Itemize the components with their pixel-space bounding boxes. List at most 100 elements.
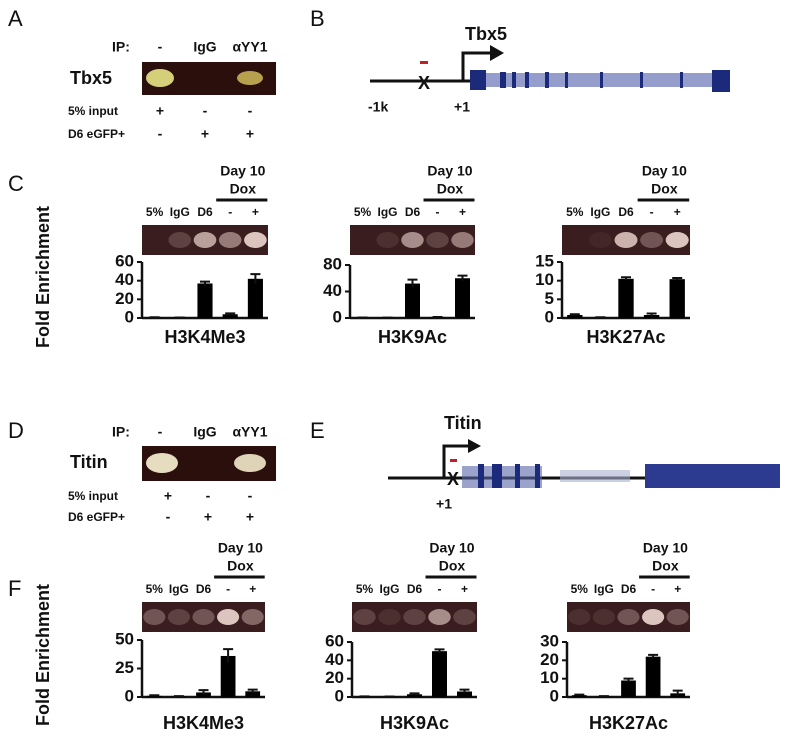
y-tick-label: 30 (540, 631, 559, 650)
site-label: X (418, 73, 430, 93)
group-label: Day 10 (220, 163, 265, 179)
x-tick-label: IgG (378, 205, 398, 219)
lane-label: - (158, 39, 163, 55)
x-tick-label: IgG (594, 582, 614, 596)
panel-label: D (8, 418, 24, 443)
panel-label: E (310, 418, 325, 443)
y-tick-label: 40 (323, 281, 342, 300)
x-tick-label: + (461, 582, 468, 596)
chart-title: H3K9Ac (380, 713, 449, 733)
error-bar (459, 688, 470, 694)
gene-label: Titin (70, 452, 108, 472)
gel-band (353, 609, 376, 625)
lane-label: - (158, 424, 163, 440)
x-tick-label: 5% (146, 582, 164, 596)
group-label: Day 10 (218, 540, 263, 556)
y-tick-label: 20 (540, 650, 559, 669)
gel-band (614, 232, 638, 248)
bar (645, 656, 661, 697)
row-label: D6 eGFP+ (68, 127, 125, 141)
group-label: Dox (230, 181, 257, 197)
bar (567, 315, 583, 318)
x-tick-label: + (252, 205, 259, 219)
y-tick-label: 0 (125, 686, 134, 705)
tss-label: +1 (454, 99, 470, 115)
error-bar (598, 695, 609, 698)
lane-label: IgG (193, 424, 216, 440)
x-tick-label: D6 (197, 205, 213, 219)
gel-band (666, 609, 689, 625)
y-tick-label: 10 (535, 270, 554, 289)
y-axis-label: Fold Enrichment (33, 584, 53, 726)
row-label: D6 eGFP+ (68, 510, 125, 524)
gel-band (376, 232, 399, 248)
x-tick-label: D6 (407, 582, 423, 596)
y-tick-label: 40 (325, 650, 344, 669)
group-label: Dox (227, 558, 254, 574)
x-tick-label: - (228, 205, 232, 219)
y-tick-label: 0 (125, 307, 134, 326)
x-tick-label: IgG (170, 205, 190, 219)
gel-band (426, 232, 449, 248)
y-tick-label: 10 (540, 668, 559, 687)
gel-band (665, 232, 689, 248)
gene-label: Titin (444, 413, 482, 433)
group-label: Day 10 (643, 540, 688, 556)
gel-band (642, 609, 665, 625)
upstream-label: -1k (368, 99, 388, 115)
error-bar (409, 692, 420, 696)
gel-band (234, 454, 266, 472)
gel-band (378, 609, 401, 625)
x-tick-label: 5% (356, 582, 374, 596)
gel-band (640, 232, 664, 248)
gel-band (568, 609, 591, 625)
gel-band (218, 232, 242, 248)
group-label: Dox (437, 181, 464, 197)
row-mark: + (201, 126, 209, 142)
panel-label: B (310, 6, 325, 31)
x-tick-label: + (459, 205, 466, 219)
bar (621, 680, 636, 697)
error-bar (623, 677, 634, 683)
x-tick-label: + (674, 582, 681, 596)
primer (420, 61, 428, 64)
row-mark: - (206, 488, 211, 504)
y-tick-label: 40 (115, 270, 134, 289)
gel-band (217, 609, 240, 625)
chart-title: H3K4Me3 (163, 713, 244, 733)
lane-label: αYY1 (232, 39, 267, 55)
group-label: Dox (439, 558, 466, 574)
tss-arrow (461, 51, 492, 80)
row-mark: + (246, 509, 254, 525)
x-tick-label: - (651, 582, 655, 596)
bar (571, 695, 587, 697)
row-label: 5% input (68, 489, 118, 503)
primer (450, 459, 457, 462)
x-tick-label: 5% (566, 205, 584, 219)
gene-label: Tbx5 (70, 68, 112, 88)
y-tick-label: 25 (115, 658, 134, 677)
error-bar (198, 689, 209, 695)
bar (669, 279, 685, 318)
x-tick-label: 5% (146, 205, 164, 219)
error-bar (247, 688, 258, 694)
error-bar (173, 695, 184, 698)
bar (455, 278, 470, 318)
gel-band (146, 453, 178, 473)
x-tick-label: - (650, 205, 654, 219)
error-bar (407, 278, 418, 288)
row-mark: - (248, 103, 253, 119)
gel-band (401, 232, 424, 248)
group-label: Dox (652, 558, 679, 574)
gene-label: Tbx5 (465, 24, 507, 44)
error-bar (672, 689, 683, 697)
group-label: Day 10 (429, 540, 474, 556)
y-tick-label: 0 (550, 686, 559, 705)
row-mark: + (246, 126, 254, 142)
error-bar (621, 276, 631, 281)
y-tick-label: 50 (115, 629, 134, 648)
bar (197, 283, 213, 318)
gel-band (588, 232, 612, 248)
chart-title: H3K27Ac (589, 713, 668, 733)
gel-band (244, 232, 267, 248)
